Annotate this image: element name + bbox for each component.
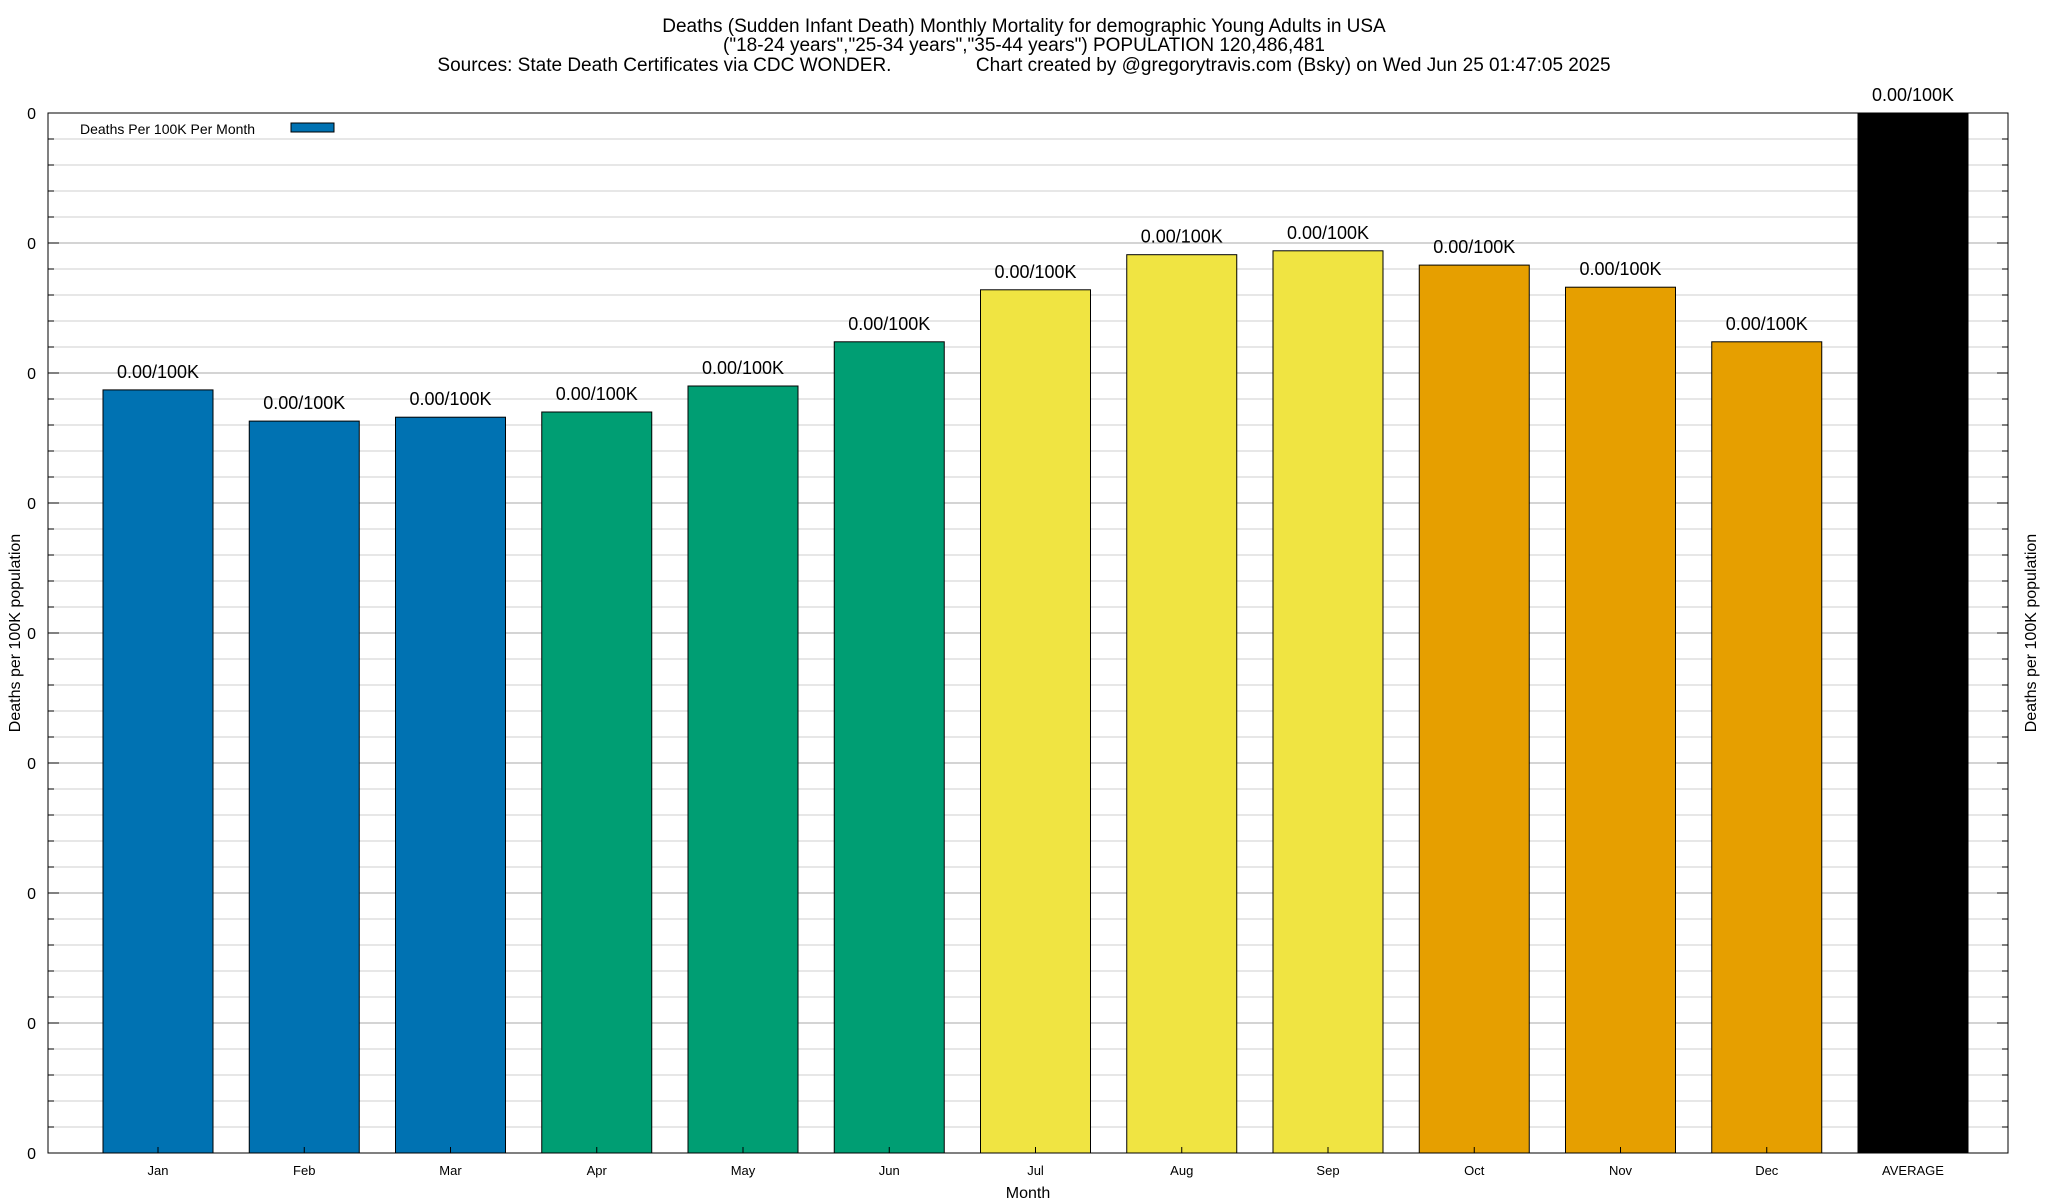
- bar-value-label: 0.00/100K: [263, 393, 345, 413]
- bar-average: [1857, 112, 1969, 1154]
- x-tick-label: AVERAGE: [1882, 1163, 1944, 1178]
- legend-swatch: [290, 122, 335, 133]
- y-tick-label: 0: [27, 236, 36, 253]
- y-axis-label: Deaths per 100K population: [7, 534, 24, 732]
- bar-value-label: 0.00/100K: [702, 358, 784, 378]
- x-tick-label: Dec: [1755, 1163, 1779, 1178]
- bar-feb: [248, 420, 360, 1154]
- y-tick-label: 0: [27, 496, 36, 513]
- bar-sep: [1272, 250, 1384, 1154]
- legend: Deaths Per 100K Per Month: [80, 121, 335, 137]
- y-tick-label: 0: [27, 366, 36, 383]
- y-tick-labels: 0 0 0 0 0 0 0 0 0: [27, 106, 36, 1163]
- bar-value-label: 0.00/100K: [1433, 237, 1515, 257]
- x-tick-label: Jun: [879, 1163, 900, 1178]
- bar-jun: [833, 341, 945, 1154]
- bar-jul: [980, 289, 1091, 1154]
- bar-value-label: 0.00/100K: [1579, 259, 1661, 279]
- bar-oct: [1418, 264, 1530, 1154]
- bar-aug: [1126, 254, 1238, 1154]
- bar-value-label: 0.00/100K: [994, 262, 1076, 282]
- chart-title-line-2: ("18-24 years","25-34 years","35-44 year…: [723, 35, 1325, 56]
- bar-value-label: 0.00/100K: [556, 384, 638, 404]
- x-tick-label: Oct: [1464, 1163, 1485, 1178]
- y-tick-label: 0: [27, 106, 36, 123]
- bar-value-label: 0.00/100K: [1872, 85, 1954, 105]
- y-tick-label: 0: [27, 626, 36, 643]
- bar-value-label: 0.00/100K: [1287, 223, 1369, 243]
- bar-nov: [1565, 286, 1676, 1154]
- x-tick-label: May: [731, 1163, 756, 1178]
- bar-value-label: 0.00/100K: [1726, 314, 1808, 334]
- x-tick-label: Sep: [1316, 1163, 1339, 1178]
- bar-value-label: 0.00/100K: [848, 314, 930, 334]
- bar-dec: [1711, 341, 1823, 1154]
- x-tick-label: Jan: [148, 1163, 169, 1178]
- bars: [102, 112, 1969, 1154]
- legend-label: Deaths Per 100K Per Month: [80, 121, 255, 137]
- x-tick-labels: Jan Feb Mar Apr May Jun Jul Aug Sep Oct Nov Dec AVER…: [148, 1147, 1944, 1178]
- bar-mar: [395, 416, 506, 1154]
- y-tick-label: 0: [27, 886, 36, 903]
- chart-title-line-1: Deaths (Sudden Infant Death) Monthly Mor…: [662, 16, 1386, 37]
- y-tick-label: 0: [27, 756, 36, 773]
- x-axis-label: Month: [1006, 1185, 1050, 1200]
- y-tick-label: 0: [27, 1016, 36, 1033]
- chart-title-line-3: Sources: State Death Certificates via CD…: [437, 55, 1610, 76]
- bar-value-label: 0.00/100K: [1141, 227, 1223, 247]
- bar-may: [687, 385, 799, 1154]
- x-tick-label: Jul: [1027, 1163, 1044, 1178]
- y2-axis-label: Deaths per 100K population: [2023, 534, 2040, 732]
- x-tick-label: Apr: [587, 1163, 608, 1178]
- x-tick-label: Mar: [439, 1163, 462, 1178]
- bar-apr: [541, 411, 653, 1154]
- bar-value-label: 0.00/100K: [117, 362, 199, 382]
- x-tick-label: Nov: [1609, 1163, 1633, 1178]
- x-tick-label: Aug: [1170, 1163, 1193, 1178]
- bar-jan: [102, 389, 214, 1154]
- bar-value-label: 0.00/100K: [409, 389, 491, 409]
- y-tick-label: 0: [27, 1146, 36, 1163]
- bar-value-labels: 0.00/100K 0.00/100K 0.00/100K 0.00/100K 0.00…: [117, 85, 1954, 413]
- x-tick-label: Feb: [293, 1163, 315, 1178]
- plot-frame: [47, 112, 2009, 1154]
